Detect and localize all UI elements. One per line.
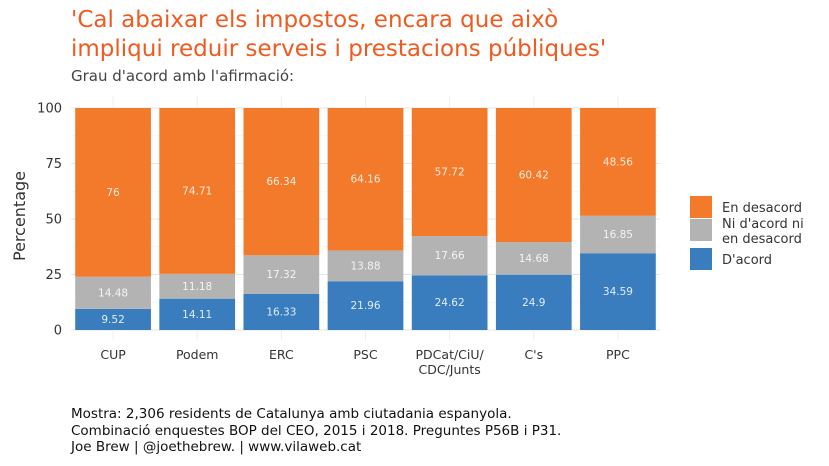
chart-title: 'Cal abaixar els impostos, encara que ai…	[71, 6, 606, 64]
chart-caption: Mostra: 2,306 residents de Catalunya amb…	[71, 406, 561, 456]
bar-segment-en-desacord	[327, 108, 404, 251]
bar-segment-en-desacord	[159, 108, 236, 274]
legend-key-ni-d-acord-ni-en-desacord	[690, 219, 712, 241]
chart-subtitle: Grau d'acord amb l'afirmació:	[71, 67, 295, 85]
caption-line-1: Mostra: 2,306 residents de Catalunya amb…	[71, 406, 512, 422]
data-label: 24.9	[522, 297, 545, 309]
bar-segment-d-acord	[159, 298, 236, 330]
caption-line-3: Joe Brew | @joethebrew. | www.vilaweb.ca…	[71, 439, 362, 455]
data-label: 74.71	[182, 185, 212, 197]
bar-segment-en-desacord	[75, 108, 151, 277]
data-label: 17.32	[266, 269, 296, 281]
legend-key-en-desacord	[690, 196, 712, 218]
bar-segment-en-desacord	[411, 108, 488, 237]
data-label: 64.16	[350, 174, 380, 186]
data-label: 66.34	[266, 176, 296, 188]
data-label: 21.96	[350, 300, 380, 312]
x-tick-label: Podem	[176, 347, 219, 362]
data-label: 14.48	[98, 287, 128, 299]
legend-label-en-desacord: En desacord	[722, 201, 802, 216]
data-label: 17.66	[435, 250, 465, 262]
x-tick-label: PSC	[353, 347, 377, 362]
y-tick-label: 0	[54, 324, 62, 339]
caption-line-2: Combinació enquestes BOP del CEO, 2015 i…	[71, 422, 562, 439]
bar-segment-ni-d-acord-ni-en-desacord	[580, 215, 656, 254]
data-label: 14.68	[519, 253, 549, 265]
bar-segment-d-acord	[580, 253, 656, 330]
y-axis-title: Percentage	[10, 171, 29, 261]
data-label: 9.52	[101, 314, 124, 326]
data-label: 34.59	[603, 286, 633, 298]
data-label: 76	[106, 187, 120, 199]
bar-segment-d-acord	[75, 308, 151, 330]
y-tick-label: 100	[37, 102, 62, 117]
bar-segment-d-acord	[495, 274, 572, 330]
bar-segment-d-acord	[243, 293, 320, 330]
legend-key-d-acord	[690, 248, 712, 270]
legend-label-d-acord: D'acord	[722, 253, 772, 268]
x-tick-label: PPC	[606, 347, 630, 362]
data-label: 11.18	[182, 281, 212, 293]
y-tick-label: 50	[45, 213, 62, 228]
data-label: 13.88	[350, 260, 380, 272]
x-tick-label: C's	[524, 347, 543, 362]
legend-label-ni-d-acord-ni-en-desacord: Ni d'acord ni en desacord	[722, 217, 804, 247]
x-tick-label: ERC	[269, 347, 294, 362]
data-label: 48.56	[603, 156, 633, 168]
bar-segment-en-desacord	[243, 108, 320, 256]
data-label: 24.62	[435, 297, 465, 309]
chart-title-line-1: 'Cal abaixar els impostos, encara que ai…	[71, 7, 559, 33]
x-tick-label: CUP	[100, 347, 126, 362]
bar-segment-ni-d-acord-ni-en-desacord	[495, 242, 572, 275]
data-label: 14.11	[182, 309, 212, 321]
bar-segment-ni-d-acord-ni-en-desacord	[75, 276, 151, 309]
data-label: 16.85	[603, 229, 633, 241]
bar-segment-en-desacord	[495, 108, 572, 243]
bar-segment-ni-d-acord-ni-en-desacord	[159, 273, 236, 299]
bar-segment-d-acord	[327, 281, 404, 330]
bar-segment-ni-d-acord-ni-en-desacord	[411, 236, 488, 276]
bar-segment-en-desacord	[580, 108, 656, 216]
bar-segment-ni-d-acord-ni-en-desacord	[243, 255, 320, 294]
y-tick-label: 25	[45, 268, 62, 283]
stacked-bar-chart: 0 25 50 75 100 Percentage 9.52 14.48 76 CUP 14.11 1…	[10, 96, 804, 377]
data-label: 60.42	[519, 170, 549, 182]
bar-segment-d-acord	[411, 275, 488, 330]
x-tick-label: PDCat/CiU/CDC/Junts	[416, 347, 485, 377]
data-label: 57.72	[435, 167, 465, 179]
bar-segment-ni-d-acord-ni-en-desacord	[327, 250, 404, 282]
chart-title-line-2: impliqui reduir serveis i prestacions pú…	[71, 36, 607, 62]
data-label: 16.33	[266, 306, 296, 318]
y-tick-label: 75	[45, 157, 62, 172]
